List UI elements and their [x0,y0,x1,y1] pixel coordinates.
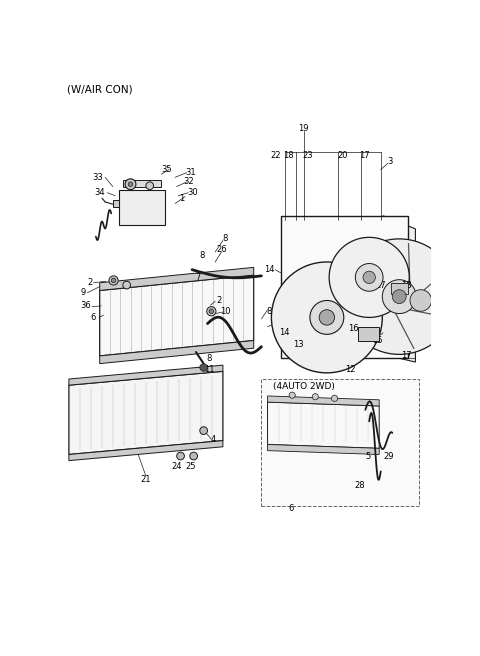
Bar [113,199,119,207]
Text: 32: 32 [183,177,193,186]
Text: 34: 34 [95,188,105,197]
Circle shape [177,452,184,460]
Polygon shape [383,216,415,362]
Text: 17: 17 [401,352,411,360]
Circle shape [341,239,457,354]
Text: 12: 12 [345,365,355,375]
Circle shape [355,264,383,291]
Circle shape [209,309,214,314]
Text: 8: 8 [266,307,272,316]
Polygon shape [267,445,379,455]
Circle shape [125,179,136,190]
Polygon shape [100,340,254,363]
Text: 8: 8 [223,234,228,243]
Circle shape [382,279,416,314]
Text: 3: 3 [387,157,393,167]
Text: 28: 28 [355,481,365,490]
Text: 20: 20 [337,152,348,160]
Bar [358,327,379,340]
Text: 14: 14 [264,265,275,274]
Text: 2: 2 [216,296,222,305]
Polygon shape [267,396,379,406]
Bar [281,216,408,358]
Text: 21: 21 [141,475,151,483]
Bar [123,180,161,186]
Text: 6: 6 [288,504,293,513]
Text: 18: 18 [283,152,294,160]
Text: 30: 30 [188,188,198,197]
Circle shape [109,276,118,285]
Text: 6: 6 [91,313,96,322]
Circle shape [146,182,154,190]
Circle shape [190,452,197,460]
Circle shape [392,290,406,304]
Text: 27: 27 [276,319,286,328]
Text: 11: 11 [204,365,214,375]
Text: 31: 31 [185,168,196,177]
Circle shape [271,262,382,373]
Circle shape [329,237,409,318]
Text: 4: 4 [211,434,216,443]
Text: (4AUTO 2WD): (4AUTO 2WD) [273,382,335,391]
Circle shape [200,427,207,434]
Circle shape [123,281,131,289]
Text: 8: 8 [199,251,205,260]
Text: 1: 1 [180,194,185,203]
Text: 35: 35 [161,165,172,174]
Text: 23: 23 [302,152,313,160]
Circle shape [310,300,344,335]
Text: 36: 36 [81,301,91,310]
Text: 25: 25 [185,462,196,471]
Text: 19: 19 [299,124,309,133]
Text: 17: 17 [375,281,386,289]
Circle shape [332,395,337,401]
Bar [391,283,408,295]
Bar [262,379,419,506]
Text: 14: 14 [279,328,290,337]
Polygon shape [69,441,223,461]
Bar [119,190,165,225]
Text: 8: 8 [206,354,212,363]
Polygon shape [267,402,379,448]
Text: 22: 22 [270,152,280,160]
Text: 5: 5 [365,451,370,461]
Text: 9: 9 [80,288,85,297]
Polygon shape [69,371,223,455]
Text: 2: 2 [88,278,93,287]
Polygon shape [100,268,254,291]
Circle shape [200,363,207,371]
Circle shape [111,278,116,283]
Polygon shape [69,365,223,385]
Text: (W/AIR CON): (W/AIR CON) [67,85,133,94]
Text: 24: 24 [171,462,182,471]
Polygon shape [100,275,254,356]
Text: 26: 26 [216,245,227,254]
Text: 7: 7 [195,273,201,282]
Circle shape [363,271,375,283]
Text: 17: 17 [359,152,370,160]
Text: 16: 16 [348,325,359,333]
Circle shape [410,290,432,311]
Circle shape [289,392,295,398]
Text: 33: 33 [92,173,103,182]
Text: 13: 13 [293,340,304,349]
Text: 10: 10 [220,307,230,316]
Text: 15: 15 [372,336,382,345]
Text: 18: 18 [401,281,411,289]
Circle shape [312,394,318,400]
Circle shape [128,182,133,186]
Text: 29: 29 [383,451,394,461]
Circle shape [319,310,335,325]
Circle shape [207,306,216,316]
